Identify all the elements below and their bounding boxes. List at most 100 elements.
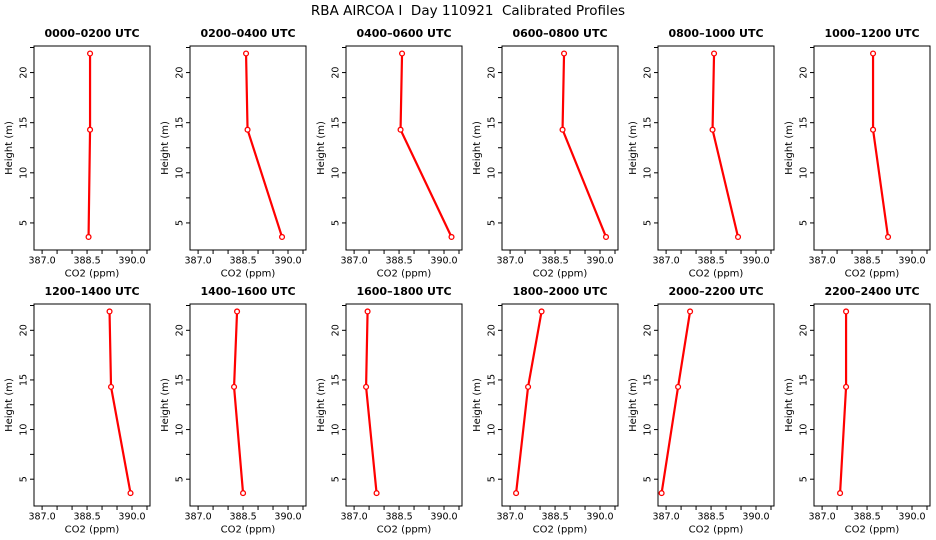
y-tick-label: 10 [643, 424, 654, 436]
panel-title: 0600–0800 UTC [512, 27, 607, 40]
y-tick-label: 10 [799, 424, 810, 436]
y-tick-label: 5 [175, 220, 186, 226]
y-tick-label: 20 [487, 324, 498, 336]
y-tick-label: 15 [643, 117, 654, 129]
co2-profile-line [399, 53, 453, 238]
x-tick-label: 387.0 [340, 256, 367, 267]
profile-panel: 0200–0400 UTC 387.0 388.5 390.0 5 10 15 20 CO2 (… [160, 27, 307, 280]
y-tick-label: 5 [643, 220, 654, 226]
y-axis-label: Height (m) [472, 378, 483, 432]
profile-point-marker [884, 233, 892, 241]
y-tick-label: 15 [487, 117, 498, 129]
profile-panel: 1600–1800 UTC 387.0 388.5 390.0 5 10 15 20 CO2 (… [316, 285, 463, 536]
x-axis-label: CO2 (ppm) [65, 269, 120, 280]
profile-panel: 1400–1600 UTC 387.0 388.5 390.0 5 10 15 20 CO2 (… [160, 285, 307, 536]
x-tick-label: 390.0 [274, 512, 301, 523]
profile-point-marker [513, 490, 520, 497]
profile-point-marker [234, 308, 241, 315]
x-tick-label: 388.5 [229, 512, 256, 523]
profile-point-marker [363, 383, 370, 390]
x-tick-label: 387.0 [340, 512, 367, 523]
profile-point-marker [560, 50, 568, 57]
y-axis-label: Height (m) [4, 378, 15, 432]
profile-point-marker [87, 50, 94, 57]
x-tick-label: 388.5 [229, 256, 256, 267]
plot-box [189, 303, 307, 507]
co2-profile-line [108, 311, 132, 494]
profile-point-marker [687, 308, 694, 315]
panel-title: 0800–1000 UTC [668, 27, 763, 40]
profile-point-marker [709, 126, 716, 133]
co2-profile-line [87, 53, 92, 237]
profile-point-marker [525, 383, 532, 390]
y-axis-label: Height (m) [160, 378, 171, 432]
plot-box [189, 45, 307, 251]
panel-title: 2000–2200 UTC [668, 285, 763, 298]
profile-point-marker [869, 50, 877, 57]
profile-point-marker [399, 50, 406, 57]
plot-box [345, 303, 463, 507]
x-tick-label: 390.0 [742, 256, 769, 267]
profile-panel: 0400–0600 UTC 387.0 388.5 390.0 5 10 15 20 CO2 (… [316, 27, 463, 280]
co2-profile-line [561, 53, 608, 238]
x-tick-label: 390.0 [274, 256, 301, 267]
profile-point-marker [231, 383, 238, 390]
profile-point-marker [711, 50, 718, 57]
x-axis-label: CO2 (ppm) [689, 269, 744, 280]
y-tick-label: 10 [331, 424, 342, 436]
y-axis-label: Height (m) [160, 121, 171, 175]
y-tick-label: 20 [19, 67, 30, 79]
x-axis-label: CO2 (ppm) [65, 525, 120, 536]
profile-panel: 0800–1000 UTC 387.0 388.5 390.0 5 10 15 20 CO2 (… [628, 27, 775, 280]
x-axis-label: CO2 (ppm) [533, 525, 588, 536]
panel-title: 1000–1200 UTC [824, 27, 919, 40]
y-tick-label: 10 [487, 167, 498, 179]
y-tick-label: 15 [175, 117, 186, 129]
profile-point-marker [843, 308, 850, 315]
y-axis-label: Height (m) [316, 121, 327, 175]
co2-profile-line [232, 311, 245, 494]
profile-panel: 0000–0200 UTC 387.0 388.5 390.0 5 10 15 20 CO2 (… [4, 27, 151, 280]
y-tick-label: 5 [799, 220, 810, 226]
y-axis-label: Height (m) [628, 121, 639, 175]
profile-panel: 1000–1200 UTC 387.0 388.5 390.0 5 10 15 20 CO2 (… [784, 27, 931, 280]
panel-title: 1200–1400 UTC [44, 285, 139, 298]
x-tick-label: 387.0 [184, 512, 211, 523]
profile-point-marker [869, 126, 877, 133]
x-tick-label: 387.0 [184, 256, 211, 267]
y-tick-label: 20 [175, 67, 186, 79]
y-tick-label: 5 [331, 220, 342, 226]
x-tick-label: 390.0 [430, 256, 457, 267]
y-tick-label: 10 [19, 424, 30, 436]
y-tick-label: 15 [331, 117, 342, 129]
x-tick-label: 388.5 [73, 256, 100, 267]
x-axis-label: CO2 (ppm) [377, 269, 432, 280]
y-tick-label: 5 [799, 476, 810, 482]
y-tick-label: 15 [175, 374, 186, 386]
y-tick-label: 15 [799, 374, 810, 386]
profile-point-marker [85, 233, 92, 241]
profile-panel: 1200–1400 UTC 387.0 388.5 390.0 5 10 15 20 CO2 (… [4, 285, 151, 536]
x-tick-label: 388.5 [853, 256, 880, 267]
y-tick-label: 10 [175, 424, 186, 436]
x-axis-label: CO2 (ppm) [533, 269, 588, 280]
profile-point-marker [87, 126, 94, 133]
y-tick-label: 5 [487, 476, 498, 482]
panel-title: 1800–2000 UTC [512, 285, 607, 298]
panel-title: 1400–1600 UTC [200, 285, 295, 298]
profile-point-marker [244, 126, 251, 133]
x-tick-label: 390.0 [898, 256, 925, 267]
co2-profile-line [871, 53, 890, 238]
y-tick-label: 20 [487, 67, 498, 79]
x-axis-label: CO2 (ppm) [221, 269, 276, 280]
y-axis-label: Height (m) [4, 121, 15, 175]
x-tick-label: 387.0 [808, 256, 835, 267]
y-tick-label: 20 [175, 324, 186, 336]
x-tick-label: 388.5 [73, 512, 100, 523]
plot-box [345, 45, 463, 251]
profile-panel: 1800–2000 UTC 387.0 388.5 390.0 5 10 15 20 CO2 (… [472, 285, 619, 536]
x-tick-label: 390.0 [742, 512, 769, 523]
y-tick-label: 20 [799, 324, 810, 336]
